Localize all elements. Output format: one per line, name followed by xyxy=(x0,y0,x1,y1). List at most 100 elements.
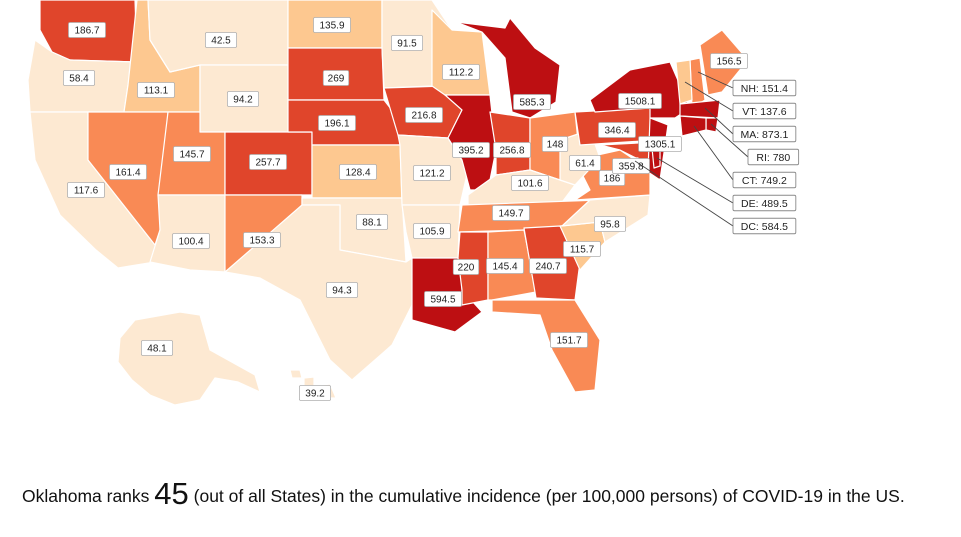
value-label-ut: 145.7 xyxy=(173,146,211,162)
svg-text:48.1: 48.1 xyxy=(147,344,167,355)
value-label-ca: 117.6 xyxy=(67,182,105,198)
value-label-nc: 95.8 xyxy=(594,216,627,232)
value-label-tn: 149.7 xyxy=(492,205,530,221)
value-label-az: 100.4 xyxy=(172,233,210,249)
svg-text:117.6: 117.6 xyxy=(74,186,99,197)
callout-ri: RI: 780 xyxy=(747,148,800,166)
caption: Oklahoma ranks 45 (out of all States) in… xyxy=(22,478,952,509)
value-label-al: 145.4 xyxy=(486,258,524,274)
value-label-nd: 135.9 xyxy=(313,17,351,33)
svg-text:145.4: 145.4 xyxy=(492,262,517,273)
state-vt[interactable] xyxy=(675,59,693,105)
svg-text:151.7: 151.7 xyxy=(556,336,581,347)
state-ak[interactable] xyxy=(117,311,261,406)
value-label-id: 113.1 xyxy=(137,82,175,98)
callout-dc: DC: 584.5 xyxy=(732,217,797,235)
svg-text:395.2: 395.2 xyxy=(458,146,483,157)
value-label-sc: 115.7 xyxy=(563,241,601,257)
callout-ct: CT: 749.2 xyxy=(732,171,797,189)
leader-line-ri xyxy=(710,123,749,158)
svg-text:MA: 873.1: MA: 873.1 xyxy=(740,129,788,141)
state-tx[interactable] xyxy=(224,204,413,381)
state-fl[interactable] xyxy=(491,299,601,393)
state-ct[interactable] xyxy=(679,115,707,137)
value-label-wi: 112.2 xyxy=(442,64,480,80)
value-label-mi: 585.3 xyxy=(513,94,551,110)
value-label-mo: 121.2 xyxy=(413,165,451,181)
value-label-fl: 151.7 xyxy=(550,332,588,348)
svg-text:186.7: 186.7 xyxy=(74,26,99,37)
small-state-callouts: NH: 151.4 VT: 137.6 MA: 873.1 RI: 780 CT: 74… xyxy=(634,71,800,235)
value-label-co: 257.7 xyxy=(249,154,287,170)
value-label-ky: 101.6 xyxy=(511,175,549,191)
svg-text:220: 220 xyxy=(458,263,475,274)
svg-text:346.4: 346.4 xyxy=(604,126,629,137)
svg-text:94.2: 94.2 xyxy=(233,95,253,106)
value-label-ok: 88.1 xyxy=(355,214,388,230)
states-layer xyxy=(27,0,749,406)
value-label-mt: 42.5 xyxy=(204,32,237,48)
value-label-il: 395.2 xyxy=(452,142,490,158)
value-label-nj: 1305.1 xyxy=(638,136,682,152)
leader-line-nh xyxy=(697,71,734,89)
svg-text:105.9: 105.9 xyxy=(419,227,444,238)
state-ny[interactable] xyxy=(589,61,691,119)
svg-text:CT: 749.2: CT: 749.2 xyxy=(742,175,787,187)
value-label-ms: 220 xyxy=(452,259,480,275)
value-label-la: 594.5 xyxy=(424,291,462,307)
value-label-oh: 148 xyxy=(541,136,569,152)
svg-text:161.4: 161.4 xyxy=(115,168,140,179)
svg-text:100.4: 100.4 xyxy=(178,237,203,248)
caption-rank: 45 xyxy=(154,476,189,511)
svg-text:148: 148 xyxy=(547,140,564,151)
svg-text:128.4: 128.4 xyxy=(345,168,370,179)
svg-text:240.7: 240.7 xyxy=(535,262,560,273)
value-label-ny: 1508.1 xyxy=(618,93,662,109)
svg-text:42.5: 42.5 xyxy=(211,36,231,47)
value-label-ne: 196.1 xyxy=(318,115,356,131)
value-label-hi: 39.2 xyxy=(298,385,331,401)
value-label-md: 359.8 xyxy=(612,158,650,174)
value-label-or: 58.4 xyxy=(63,70,96,86)
svg-text:156.5: 156.5 xyxy=(716,57,741,68)
svg-text:1508.1: 1508.1 xyxy=(625,97,656,108)
svg-text:135.9: 135.9 xyxy=(319,21,344,32)
svg-text:DE: 489.5: DE: 489.5 xyxy=(741,198,788,210)
value-label-wa: 186.7 xyxy=(68,22,106,38)
state-mi[interactable] xyxy=(455,17,561,119)
callout-de: DE: 489.5 xyxy=(732,194,797,212)
svg-text:256.8: 256.8 xyxy=(499,146,524,157)
svg-text:196.1: 196.1 xyxy=(324,119,349,130)
svg-text:149.7: 149.7 xyxy=(498,209,523,220)
value-label-in: 256.8 xyxy=(493,142,531,158)
callout-ma: MA: 873.1 xyxy=(732,125,797,143)
leader-line-dc xyxy=(634,160,734,227)
svg-text:NH: 151.4: NH: 151.4 xyxy=(741,83,788,95)
value-label-va: 186 xyxy=(598,170,626,186)
value-label-wy: 94.2 xyxy=(226,91,259,107)
svg-text:359.8: 359.8 xyxy=(618,162,643,173)
svg-text:121.2: 121.2 xyxy=(419,169,444,180)
state-value-labels: 186.7 58.4 117.6 113.1 161.4 42.5 94.2 145.7 100… xyxy=(63,17,748,401)
caption-suffix: (out of all States) in the cumulative in… xyxy=(188,486,905,506)
svg-text:DC: 584.5: DC: 584.5 xyxy=(741,221,788,233)
svg-text:VT: 137.6: VT: 137.6 xyxy=(742,106,787,118)
leader-line-ma xyxy=(704,107,734,135)
svg-text:585.3: 585.3 xyxy=(519,98,544,109)
svg-text:113.1: 113.1 xyxy=(144,86,169,97)
svg-text:216.8: 216.8 xyxy=(411,111,436,122)
svg-text:91.5: 91.5 xyxy=(397,39,417,50)
svg-text:101.6: 101.6 xyxy=(517,179,542,190)
callout-vt: VT: 137.6 xyxy=(732,102,797,120)
leader-line-de xyxy=(656,157,734,204)
svg-text:RI: 780: RI: 780 xyxy=(756,152,790,164)
svg-text:115.7: 115.7 xyxy=(570,245,595,256)
value-label-ar: 105.9 xyxy=(413,223,451,239)
svg-text:88.1: 88.1 xyxy=(362,218,382,229)
value-label-wv: 61.4 xyxy=(569,155,602,171)
svg-text:61.4: 61.4 xyxy=(575,159,595,170)
svg-text:39.2: 39.2 xyxy=(305,389,325,400)
leader-line-ct xyxy=(693,125,734,181)
svg-text:257.7: 257.7 xyxy=(255,158,280,169)
value-label-pa: 346.4 xyxy=(598,122,636,138)
